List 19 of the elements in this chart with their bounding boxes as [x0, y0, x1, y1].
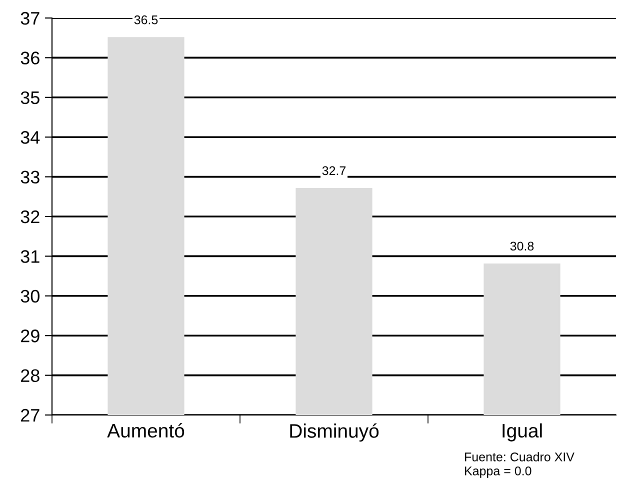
y-tick-label: 31: [20, 250, 40, 263]
y-tick-label: 30: [20, 290, 40, 303]
y-tick-label: 28: [21, 369, 40, 382]
y-tick-label: 33: [20, 170, 40, 184]
data-label: 36.5: [134, 15, 158, 24]
x-tick-label: Aumentó: [107, 423, 184, 438]
y-tick-label: 37: [20, 12, 40, 25]
x-tick-label: Disminuyó: [290, 423, 379, 442]
y-tick-label: 32: [20, 210, 40, 224]
source-note: Fuente: Cuadro XIV: [465, 452, 574, 462]
data-label: 32.7: [322, 166, 346, 176]
y-tick-label: 27: [21, 408, 40, 422]
y-tick-label: 34: [20, 131, 40, 144]
y-tick-label: 35: [20, 91, 40, 104]
x-tick-label: Igual: [502, 423, 542, 442]
text: Kappa = 0.0: [465, 466, 532, 478]
y-tick-label: 36: [20, 52, 40, 64]
data-label: 30.8: [510, 242, 534, 251]
y-tick-label: 29: [21, 330, 40, 342]
